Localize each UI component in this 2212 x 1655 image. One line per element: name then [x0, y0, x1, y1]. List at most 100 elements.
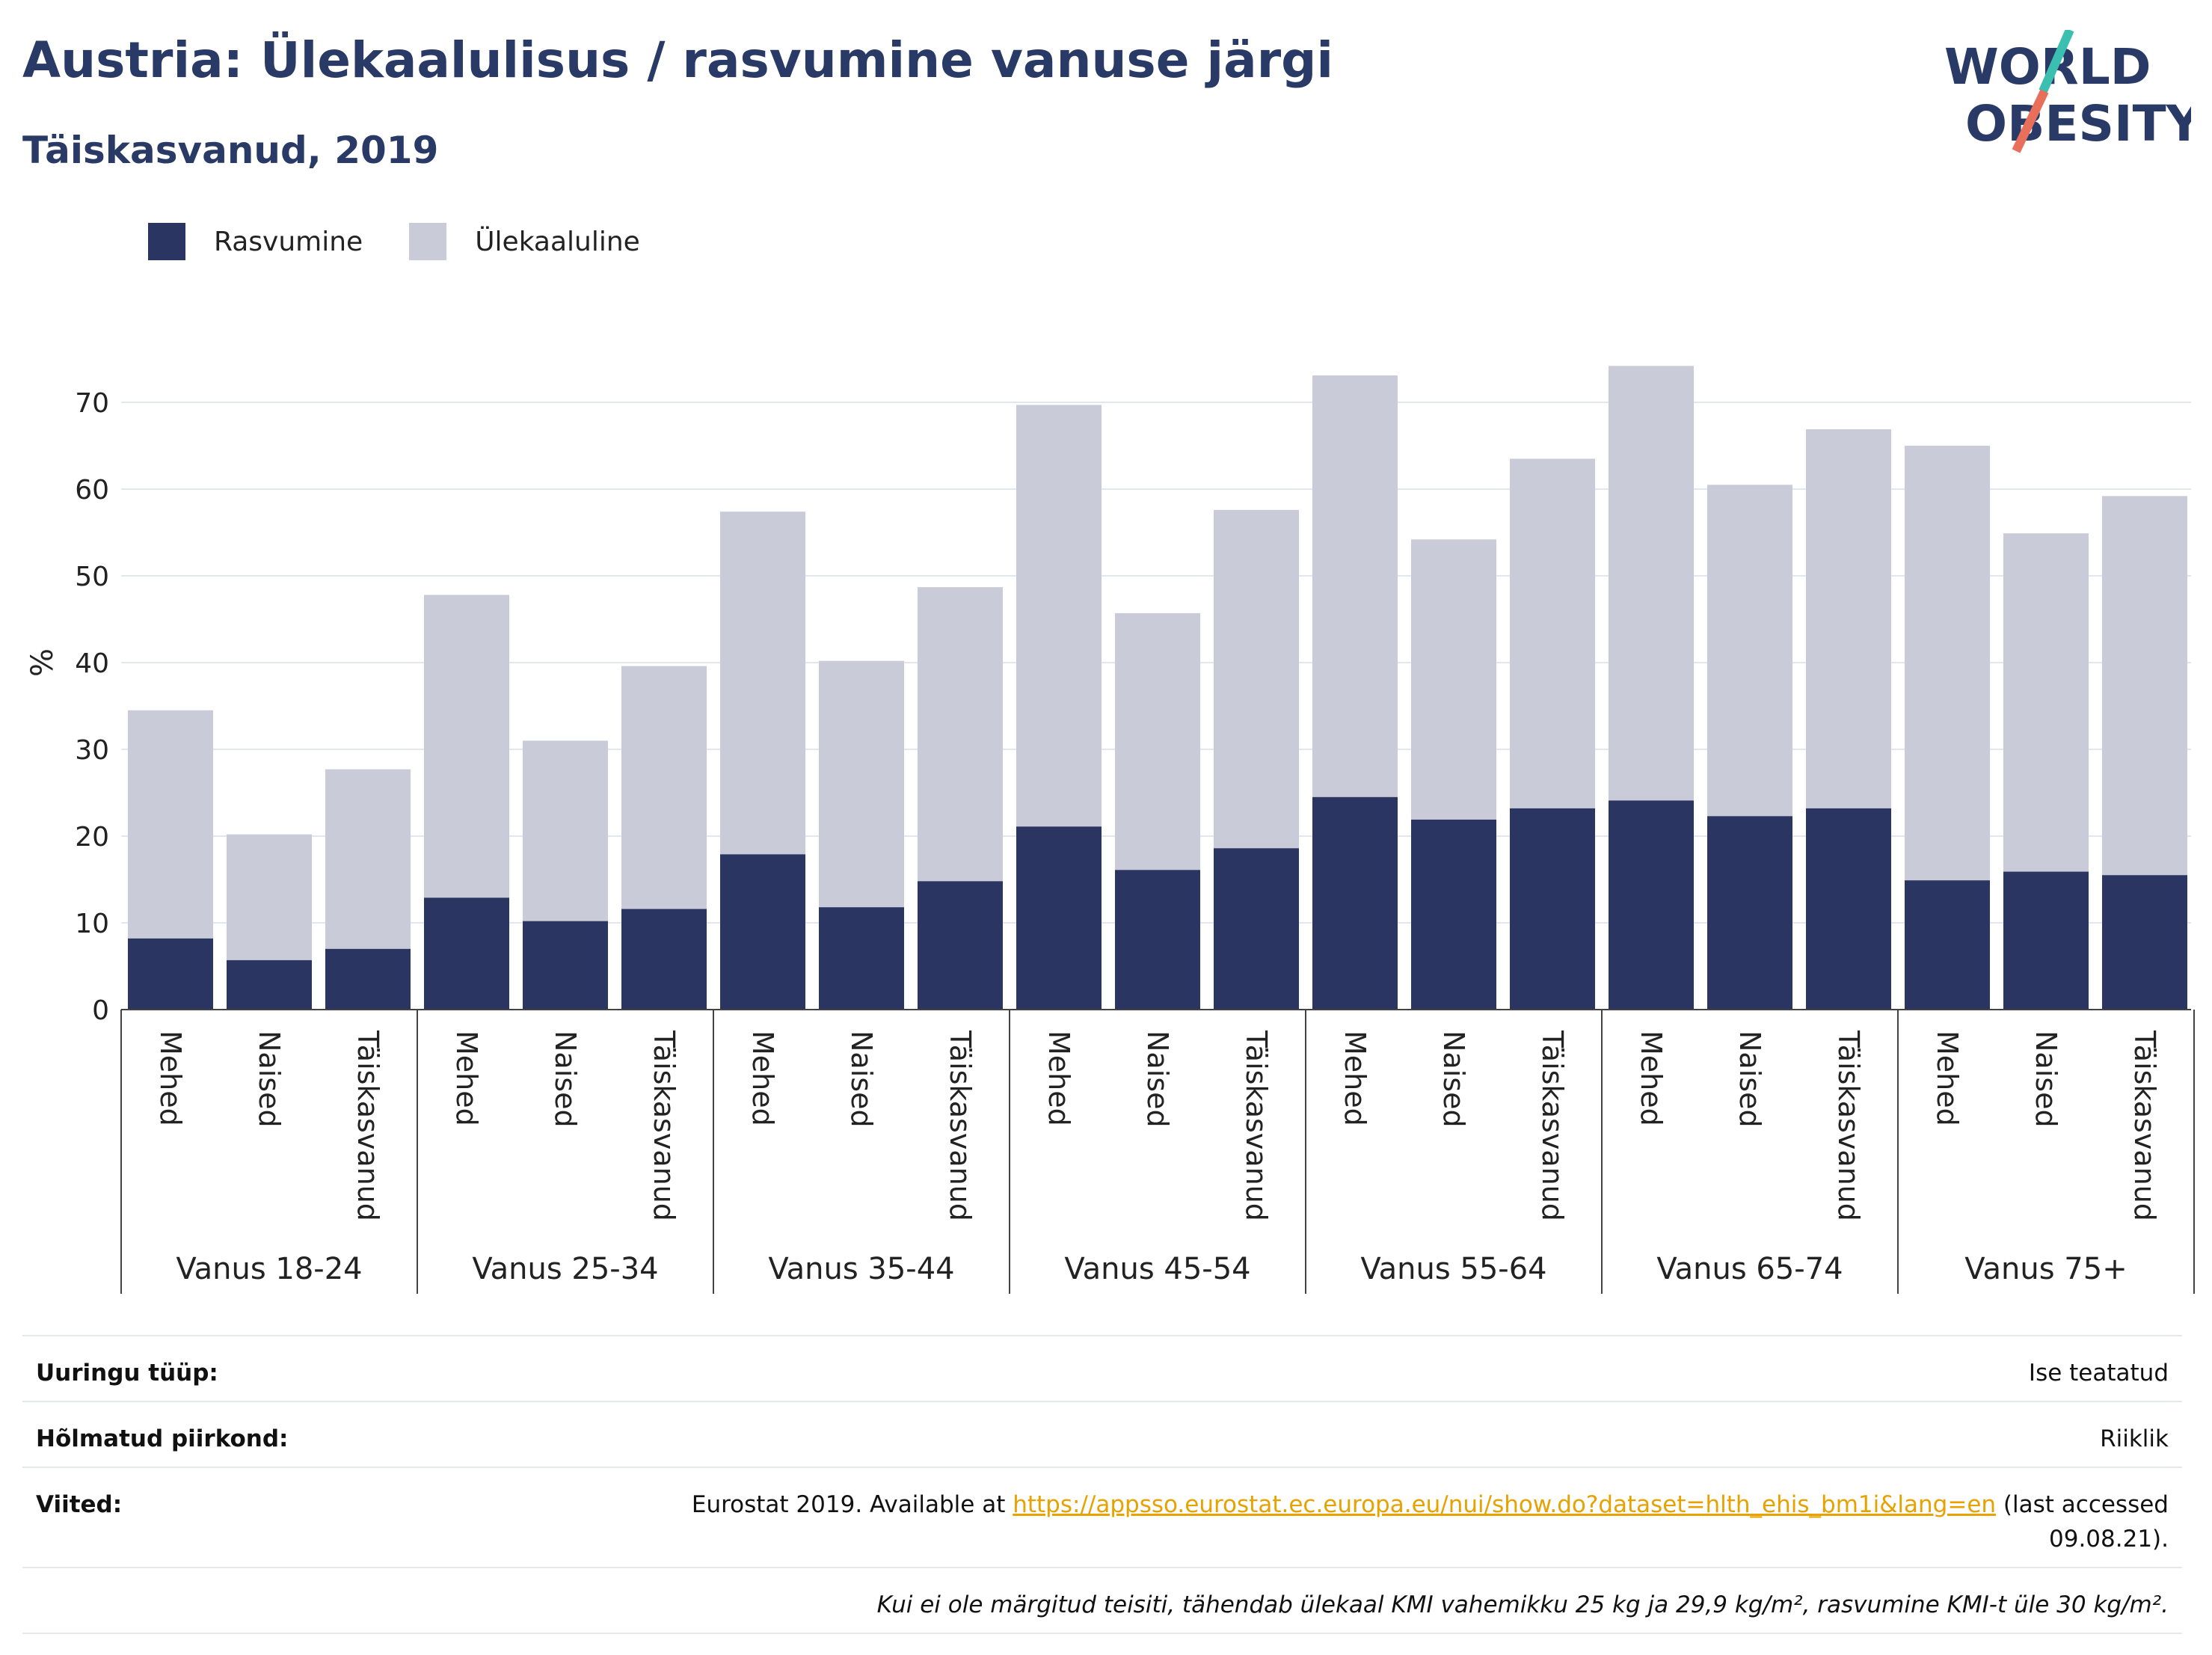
bar-obesity — [1510, 808, 1595, 1010]
x-category-label: Naised — [549, 1031, 582, 1128]
survey-type-value: Ise teatatud — [2028, 1360, 2169, 1387]
bar-overweight — [1707, 485, 1792, 817]
bar-obesity — [2003, 871, 2089, 1010]
bar-overweight — [621, 666, 707, 909]
x-category-label: Täiskasvanud — [944, 1030, 977, 1221]
bar-obesity — [325, 948, 411, 1010]
x-category-label: Naised — [1437, 1031, 1470, 1128]
x-group-label: Vanus 55-64 — [1360, 1252, 1546, 1286]
x-group-label: Vanus 65-74 — [1656, 1252, 1843, 1286]
bar-obesity — [621, 909, 707, 1010]
references-value: Eurostat 2019. Available at https://apps… — [636, 1487, 2169, 1556]
x-group-label: Vanus 35-44 — [768, 1252, 954, 1286]
meta-row-survey-type: Uuringu tüüp: Ise teatatud — [22, 1335, 2182, 1401]
logo-coral-stroke — [2012, 89, 2049, 153]
bar-obesity — [1905, 880, 1990, 1010]
x-category-label: Mehed — [1635, 1031, 1668, 1126]
meta-row-region: Hõlmatud piirkond: Riiklik — [22, 1401, 2182, 1467]
y-tick-label: 40 — [75, 648, 109, 679]
bar-overweight — [424, 595, 509, 898]
x-category-label: Naised — [1733, 1031, 1766, 1128]
meta-row-references: Viited: Eurostat 2019. Available at http… — [22, 1467, 2182, 1567]
stacked-bar-chart: 0 10 20 30 40 50 60 70% Mehed Naised Täiskasvanud M… — [25, 366, 2195, 1294]
x-category-label: Täiskasvanud — [1240, 1030, 1273, 1221]
logo-teal-stroke — [2039, 30, 2074, 93]
x-category-label: Naised — [845, 1031, 878, 1128]
bar-obesity — [720, 854, 805, 1010]
bar-overweight — [325, 769, 411, 949]
x-category-label: Mehed — [154, 1031, 187, 1126]
references-suffix: (last accessed 09.08.21). — [1996, 1491, 2169, 1553]
y-tick-label: 10 — [75, 909, 109, 939]
x-category-label: Täiskasvanud — [2128, 1030, 2161, 1221]
x-group-label: Vanus 75+ — [1964, 1252, 2127, 1286]
meta-row-note: Kui ei ole märgitud teisiti, tähendab ül… — [22, 1567, 2182, 1634]
legend-label-overweight: Ülekaaluline — [475, 226, 640, 257]
chart-legend: Rasvumine Ülekaaluline — [148, 221, 686, 262]
bar-overweight — [2003, 533, 2089, 872]
bar-overweight — [1411, 539, 1496, 820]
x-category-label: Mehed — [1339, 1031, 1371, 1126]
metadata-table: Uuringu tüüp: Ise teatatud Hõlmatud piir… — [22, 1335, 2182, 1634]
page-subtitle: Täiskasvanud, 2019 — [22, 129, 439, 172]
x-group-label: Vanus 45-54 — [1064, 1252, 1250, 1286]
y-tick-label: 30 — [75, 735, 109, 766]
legend-label-obesity: Rasvumine — [214, 226, 363, 257]
x-category-label: Täiskasvanud — [1832, 1030, 1865, 1221]
legend-item-overweight: Ülekaaluline — [409, 223, 640, 260]
x-group-label: Vanus 25-34 — [472, 1252, 658, 1286]
bar-obesity — [523, 921, 608, 1010]
x-category-label: Täiskasvanud — [351, 1030, 384, 1221]
x-category-label: Naised — [253, 1031, 286, 1128]
x-category-label: Naised — [1141, 1031, 1174, 1128]
bar-obesity — [1214, 848, 1299, 1010]
bar-overweight — [1609, 366, 1694, 801]
y-tick-label: 60 — [75, 475, 109, 506]
legend-swatch-obesity — [148, 223, 185, 260]
bar-overweight — [918, 587, 1003, 882]
references-label: Viited: — [36, 1491, 123, 1518]
references-prefix: Eurostat 2019. Available at — [691, 1491, 1013, 1518]
region-value: Riiklik — [2100, 1425, 2169, 1452]
x-category-label: Mehed — [1931, 1031, 1964, 1126]
bar-obesity — [128, 938, 213, 1010]
x-category-label: Naised — [2030, 1031, 2062, 1128]
references-link[interactable]: https://appsso.eurostat.ec.europa.eu/nui… — [1013, 1491, 1997, 1518]
bar-overweight — [1115, 612, 1200, 871]
bar-obesity — [1312, 796, 1398, 1010]
bar-overweight — [720, 512, 805, 855]
y-tick-label: 20 — [75, 822, 109, 853]
bar-overweight — [819, 660, 904, 908]
x-category-label: Täiskasvanud — [1536, 1030, 1569, 1221]
bar-overweight — [1214, 509, 1299, 849]
bar-overweight — [1905, 446, 1990, 881]
y-tick-label: 0 — [92, 995, 109, 1026]
bar-overweight — [1312, 375, 1398, 797]
bar-overweight — [128, 710, 213, 939]
bar-obesity — [1115, 870, 1200, 1010]
survey-type-label: Uuringu tüüp: — [36, 1360, 218, 1387]
bar-obesity — [918, 881, 1003, 1010]
bar-obesity — [1707, 816, 1792, 1010]
x-category-label: Mehed — [746, 1031, 779, 1126]
bar-obesity — [1016, 826, 1102, 1010]
y-tick-label: 70 — [75, 388, 109, 419]
x-category-label: Täiskasvanud — [648, 1030, 681, 1221]
world-obesity-logo: WORLD OBESITY — [1944, 30, 2191, 153]
page-title: Austria: Ülekaalulisus / rasvumine vanus… — [22, 31, 1334, 89]
legend-swatch-overweight — [409, 223, 447, 260]
x-category-label: Mehed — [450, 1031, 483, 1126]
bar-overweight — [227, 834, 312, 960]
bar-obesity — [227, 959, 312, 1010]
bar-obesity — [2102, 875, 2187, 1010]
region-label: Hõlmatud piirkond: — [36, 1425, 289, 1452]
definition-note: Kui ei ole märgitud teisiti, tähendab ül… — [876, 1591, 2169, 1618]
bar-overweight — [1806, 429, 1891, 808]
x-category-label: Mehed — [1042, 1031, 1075, 1126]
y-axis-label: % — [25, 648, 60, 677]
bar-overweight — [1510, 458, 1595, 808]
logo-text-obesity: OBESITY — [1965, 95, 2191, 153]
bar-overweight — [2102, 496, 2187, 876]
bar-obesity — [424, 897, 509, 1010]
bar-obesity — [819, 907, 904, 1010]
